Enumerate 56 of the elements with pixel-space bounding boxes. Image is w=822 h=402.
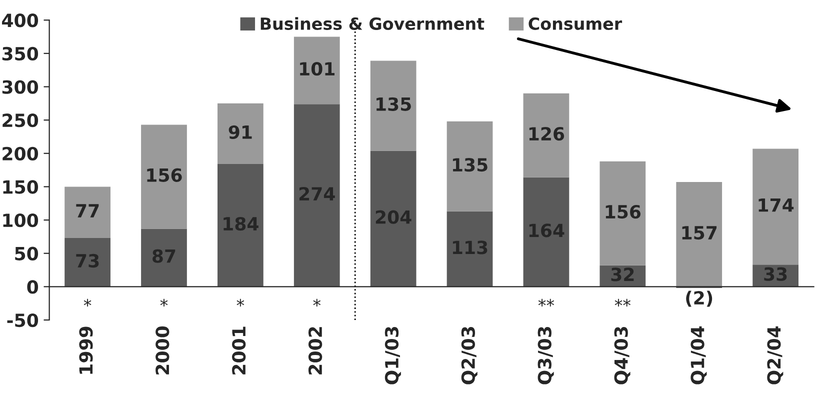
x-tick-label: 2000 <box>156 326 170 374</box>
annotation: * <box>313 298 321 306</box>
y-tick-label: 300 <box>2 80 38 94</box>
annotation: * <box>236 298 244 306</box>
x-tick-label: Q1/03 <box>384 326 401 384</box>
bar <box>446 211 493 287</box>
bar <box>141 124 187 229</box>
data-label: 156 <box>606 204 641 219</box>
x-tick-label: Q2/04 <box>767 326 784 384</box>
y-tick-label: 50 <box>15 246 38 260</box>
data-label: 126 <box>529 126 564 141</box>
bar <box>218 103 264 164</box>
y-tick-label: 400 <box>2 14 38 28</box>
data-label: 91 <box>228 125 252 139</box>
bar <box>523 177 570 287</box>
bar <box>446 121 493 212</box>
y-tick-label: -50 <box>7 313 38 328</box>
data-label: 135 <box>376 97 411 111</box>
bar <box>218 164 264 287</box>
data-label: 101 <box>300 62 334 76</box>
data-label: 157 <box>682 226 717 240</box>
annotation: * <box>160 298 168 306</box>
x-tick-label: Q3/03 <box>538 326 554 384</box>
legend-label: Business & Government <box>260 17 484 30</box>
y-tick-label: 150 <box>3 180 38 194</box>
x-tick-label: Q2/03 <box>461 326 478 384</box>
data-label: 77 <box>76 204 99 218</box>
x-tick-label: 2001 <box>232 326 246 374</box>
y-tick-label: 0 <box>27 280 38 294</box>
bar <box>294 104 340 287</box>
bar <box>64 238 110 287</box>
bar <box>141 228 187 287</box>
data-label: (2) <box>686 290 712 307</box>
legend-label: Consumer <box>528 17 622 30</box>
bar <box>370 150 416 287</box>
y-tick-label: 250 <box>2 114 38 128</box>
annotation: ** <box>614 298 630 306</box>
bar <box>752 148 798 265</box>
y-tick-label: 200 <box>2 146 38 160</box>
bar <box>523 93 570 178</box>
bar <box>676 182 722 287</box>
bar <box>600 161 646 266</box>
x-tick-label: Q1/04 <box>690 326 707 384</box>
data-label: 135 <box>452 158 488 172</box>
annotation: ** <box>538 298 554 306</box>
bar <box>370 60 416 151</box>
x-tick-label: 1999 <box>79 326 93 374</box>
y-tick-label: 350 <box>2 46 38 61</box>
bar <box>64 186 110 238</box>
data-label: 174 <box>758 198 794 212</box>
y-tick-label: 100 <box>3 213 38 228</box>
bar <box>294 36 340 104</box>
x-tick-label: Q4/03 <box>614 326 630 384</box>
data-label: 156 <box>147 168 182 182</box>
annotation: * <box>84 298 92 306</box>
x-tick-label: 2002 <box>308 327 322 374</box>
